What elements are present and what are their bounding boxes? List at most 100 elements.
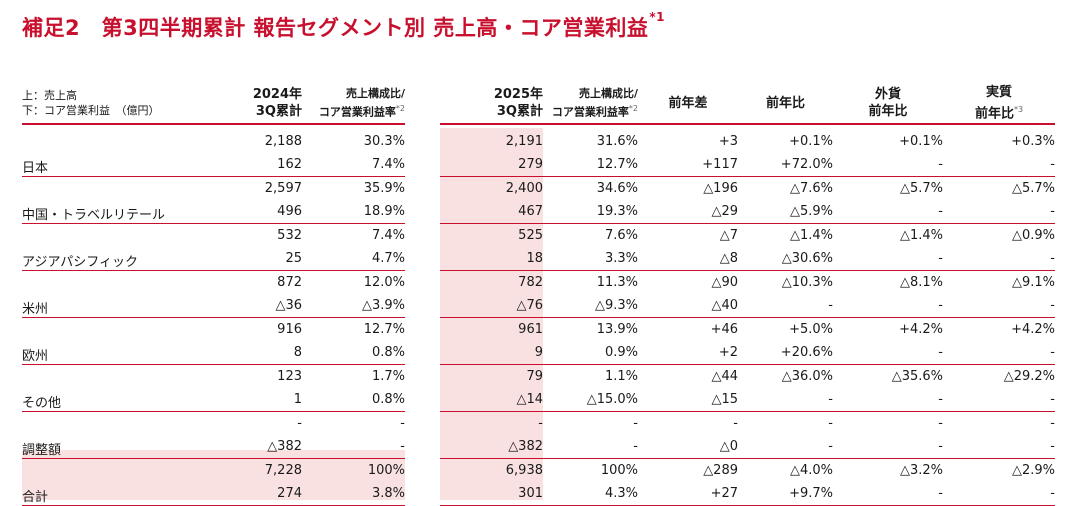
seg-ratio-2024-sales: 12.0% [363,275,405,290]
seg-ratio-2025-sales: 13.9% [596,322,638,337]
table-row: 米州 872 12.0% 782 11.3% △90 △10.3% △8.1% △9.1% [0,270,1080,318]
seg-ratio-2024-sales: 30.3% [363,134,405,149]
seg-yoy-sales: +5.0% [789,322,833,337]
seg-2024-sales: 123 [277,369,302,384]
seg-ratio-2025-profit: - [543,435,638,459]
seg-diff-sales: △90 [711,275,738,290]
segment-label: アジアパシフィック [22,223,212,271]
seg-2025-profit: △382 [440,435,543,459]
seg-fx-yoy-profit: - [833,294,943,318]
table-row: △382- △382- △0- - - [0,435,1080,459]
seg-ratio-2025-profit: 19.3% [543,200,638,224]
seg-real-yoy-sales: △9.1% [1011,275,1055,290]
seg-fx-yoy-profit: - [833,341,943,365]
seg-2025-profit: 467 [440,200,543,224]
seg-ratio-2025-sales: 100% [600,463,638,478]
seg-fx-yoy-profit: - [833,153,943,177]
seg-2024-sales: - [297,416,302,431]
seg-diff-profit: △29 [638,200,738,224]
seg-ratio-2025-sales: 34.6% [596,181,638,196]
seg-real-yoy-profit: - [943,294,1055,318]
seg-yoy-profit: +20.6% [738,341,833,365]
seg-yoy-profit: +9.7% [738,482,833,506]
seg-diff-sales: △7 [719,228,738,243]
seg-diff-sales: +3 [718,134,738,149]
seg-2024-profit: 274 [212,482,302,506]
seg-2024-profit: △382 [212,435,302,459]
seg-real-yoy-sales: △2.9% [1011,463,1055,478]
table-row: 調整額 - - - - - - - - [0,411,1080,459]
seg-real-yoy-sales: △29.2% [1003,369,1055,384]
seg-diff-sales: △289 [703,463,738,478]
table-row: 中国・トラベルリテール 2,597 35.9% 2,400 34.6% △196 △7.6%… [0,176,1080,224]
seg-diff-profit: +117 [638,153,738,177]
segment-label: 調整額 [22,411,212,459]
seg-2025-profit: 18 [440,247,543,271]
seg-real-yoy-sales: △5.7% [1011,181,1055,196]
seg-real-yoy-sales: - [1050,416,1055,431]
seg-ratio-2024-profit: 4.7% [302,247,405,271]
legend-profit: 下：コア営業利益 （億円） [22,104,160,117]
seg-real-yoy-profit: - [943,388,1055,412]
table-row: 合計 7,228 100% 6,938 100% △289 △4.0% △3.2% △2.9% [0,458,1080,506]
seg-2024-sales: 2,188 [264,134,302,149]
seg-fx-yoy-profit: - [833,435,943,459]
segment-label: その他 [22,364,212,412]
seg-ratio-2024-profit: - [302,435,405,459]
seg-ratio-2025-sales: 11.3% [596,275,638,290]
seg-ratio-2024-profit: 0.8% [302,388,405,412]
seg-fx-yoy-profit: - [833,482,943,506]
seg-2025-profit: △14 [440,388,543,412]
seg-yoy-profit: +72.0% [738,153,833,177]
seg-2024-sales: 872 [277,275,302,290]
segment-label: 米州 [22,270,212,318]
seg-ratio-2025-sales: 31.6% [596,134,638,149]
seg-ratio-2024-profit: 7.4% [302,153,405,177]
seg-real-yoy-profit: - [943,200,1055,224]
seg-ratio-2024-profit: 0.8% [302,341,405,365]
seg-2024-sales: 7,228 [264,463,302,478]
col-header-2024: 2024年 3Q累計 [212,83,302,125]
seg-real-yoy-sales: △0.9% [1011,228,1055,243]
seg-diff-profit: +27 [638,482,738,506]
seg-ratio-2024-profit: △3.9% [302,294,405,318]
seg-ratio-2024-sales: 12.7% [363,322,405,337]
seg-2024-sales: 532 [277,228,302,243]
seg-2025-profit: 279 [440,153,543,177]
col-header-ratio-2025: 売上構成比/コア営業利益率*2 [543,83,638,125]
seg-2025-sales: 961 [518,322,543,337]
seg-diff-profit: +2 [638,341,738,365]
seg-fx-yoy-sales: - [938,416,943,431]
table-header-row: 上：売上高 下：コア営業利益 （億円） 2024年 3Q累計 売上構成比/コア営業… [0,83,1080,125]
seg-yoy-sales: - [828,416,833,431]
seg-diff-sales: - [733,416,738,431]
seg-fx-yoy-sales: △5.7% [899,181,943,196]
seg-real-yoy-profit: - [943,482,1055,506]
table-row: 496 18.9% 467 19.3% △29 △5.9% - - [0,200,1080,224]
table-row: アジアパシフィック 532 7.4% 525 7.6% △7 △1.4% △1.4% △0.9% [0,223,1080,271]
seg-2025-sales: - [538,416,543,431]
seg-fx-yoy-sales: △35.6% [891,369,943,384]
seg-real-yoy-sales: +0.3% [1011,134,1055,149]
seg-2024-profit: △36 [212,294,302,318]
seg-diff-profit: △0 [638,435,738,459]
seg-fx-yoy-sales: △3.2% [899,463,943,478]
seg-2024-sales: 2,597 [264,181,302,196]
seg-fx-yoy-profit: - [833,247,943,271]
seg-ratio-2025-profit: 4.3% [543,482,638,506]
seg-ratio-2024-sales: 35.9% [363,181,405,196]
seg-diff-sales: △196 [703,181,738,196]
seg-yoy-profit: - [738,435,833,459]
seg-diff-profit: △8 [638,247,738,271]
seg-2024-profit: 162 [212,153,302,177]
seg-ratio-2024-sales: 100% [367,463,405,478]
seg-ratio-2024-sales: 7.4% [371,228,405,243]
segment-label: 欧州 [22,317,212,365]
seg-real-yoy-profit: - [943,341,1055,365]
seg-2025-sales: 6,938 [505,463,543,478]
table-row: 欧州 916 12.7% 961 13.9% +46 +5.0% +4.2% +4.2% [0,317,1080,365]
col-header-ratio-2024: 売上構成比/コア営業利益率*2 [302,83,405,125]
seg-2025-profit: △76 [440,294,543,318]
seg-ratio-2024-profit: 18.9% [302,200,405,224]
seg-fx-yoy-profit: - [833,388,943,412]
